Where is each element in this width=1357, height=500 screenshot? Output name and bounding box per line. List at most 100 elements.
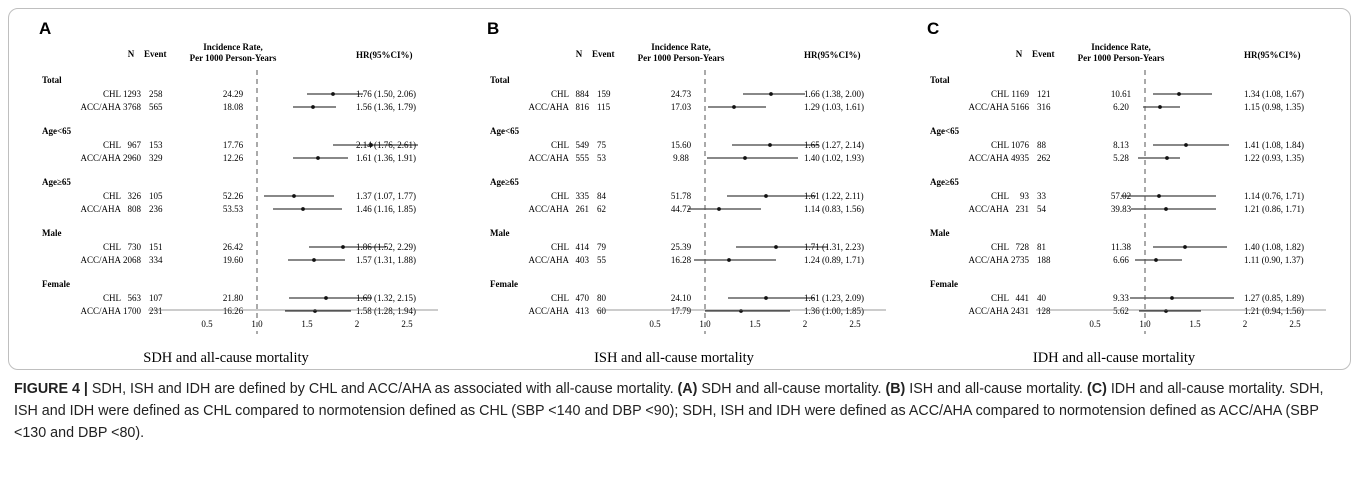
panel-a-hr-point [316, 156, 320, 160]
panel-b-row-hr-text: 1.40 (1.02, 1.93) [804, 153, 864, 163]
panel-c-tick-label: 1.5 [1189, 319, 1201, 329]
panel-c-hr-point [1177, 92, 1181, 96]
panel-a-subtitle: SDH and all-cause mortality [143, 350, 309, 366]
panel-b-tick-label: 2 [803, 319, 808, 329]
panel-b-group-label: Age≥65 [490, 177, 519, 187]
panel-b-letter: B [487, 19, 499, 38]
caption-text-c: IDH and all-cause mortality. SDH, ISH an… [14, 381, 1324, 441]
panel-c-row-n: 441 [1016, 293, 1030, 303]
panel-a-hr-point [312, 258, 316, 262]
panel-b-row-event: 80 [597, 293, 607, 303]
panel-b-row-definition: ACC/AHA [528, 255, 569, 265]
caption-text-intro: SDH, ISH and IDH are defined by CHL and … [87, 381, 678, 397]
panel-c-row-event: 188 [1037, 255, 1051, 265]
panel-a-row-rate: 26.42 [223, 242, 243, 252]
panel-b-row-event: 55 [597, 255, 607, 265]
panel-c-row-n: 93 [1020, 191, 1030, 201]
forest-plots: A N Event Incidence Rate, Per 1000 Person-Ye… [8, 8, 1349, 368]
panel-c-hr-point [1157, 194, 1161, 198]
panel-a-row-hr-text: 1.69 (1.32, 2.15) [356, 293, 416, 303]
panel-b-row-definition: ACC/AHA [528, 153, 569, 163]
panel-c-row-event: 88 [1037, 140, 1047, 150]
panel-b-row-rate: 51.78 [671, 191, 692, 201]
panel-c-row-event: 316 [1037, 102, 1051, 112]
panel-c-row-definition: ACC/AHA [968, 153, 1009, 163]
panel-c-row-rate: 11.38 [1111, 242, 1131, 252]
panel-a-header-rate-line2: Per 1000 Person-Years [190, 53, 277, 63]
panel-a-row-event: 153 [149, 140, 163, 150]
panel-b-row-rate: 17.03 [671, 102, 692, 112]
panel-b-row-rate: 16.28 [671, 255, 692, 265]
panel-c-row-hr-text: 1.27 (0.85, 1.89) [1244, 293, 1304, 303]
panel-a-row-definition: ACC/AHA [80, 153, 121, 163]
panel-b-row-event: 115 [597, 102, 611, 112]
panel-b-tick-label: 1.5 [749, 319, 761, 329]
panel-b-row-definition: ACC/AHA [528, 204, 569, 214]
panel-b-group-label: Female [490, 279, 518, 289]
panel-a-hr-point [301, 207, 305, 211]
panel-c-header-event: Event [1032, 49, 1055, 59]
panel-a-row-event: 334 [149, 255, 163, 265]
panel-a-row-n: 730 [128, 242, 142, 252]
panel-b-hr-point [764, 194, 768, 198]
panel-b-row-definition: CHL [551, 293, 569, 303]
panel-c-row-hr-text: 1.34 (1.08, 1.67) [1244, 89, 1304, 99]
panel-c-row-definition: CHL [991, 191, 1009, 201]
panel-b-row-definition: ACC/AHA [528, 306, 569, 316]
panel-a-hr-point [341, 245, 345, 249]
panel-b-hr-point [732, 105, 736, 109]
panel-a-row-rate: 16.26 [223, 306, 244, 316]
caption-figure-label: FIGURE 4 | [14, 381, 88, 397]
panel-b-row-event: 53 [597, 153, 607, 163]
panel-b-hr-point [743, 156, 747, 160]
panel-b-hr-point [764, 296, 768, 300]
panel-a-group-label: Male [42, 228, 62, 238]
panel-c-row-hr-text: 1.40 (1.08, 1.82) [1244, 242, 1304, 252]
panel-a-row-rate: 18.08 [223, 102, 244, 112]
panel-c-row-rate: 5.28 [1113, 153, 1129, 163]
panel-c-tick-label: 2.5 [1289, 319, 1301, 329]
panel-a-row-definition: ACC/AHA [80, 306, 121, 316]
panel-a-header-n: N [128, 49, 135, 59]
panel-a-letter: A [39, 19, 51, 38]
panel-b-row-event: 75 [597, 140, 607, 150]
panel-a-row-n: 1293 [123, 89, 142, 99]
panel-a-row-rate: 19.60 [223, 255, 244, 265]
panel-b-row-hr-text: 1.36 (1.00, 1.85) [804, 306, 864, 316]
panel-c-row-n: 2735 [1011, 255, 1030, 265]
panel-c-row-definition: ACC/AHA [968, 204, 1009, 214]
panel-a-row-rate: 52.26 [223, 191, 244, 201]
panel-b-tick-label: 2.5 [849, 319, 861, 329]
panel-a-row-rate: 12.26 [223, 153, 244, 163]
forest-plot-a: A N Event Incidence Rate,Per 1000 Person-Ye… [39, 19, 438, 366]
panel-c-row-n: 728 [1016, 242, 1030, 252]
caption-label-c: (C) [1087, 381, 1107, 397]
panel-a-row-hr-text: 1.46 (1.16, 1.85) [356, 204, 416, 214]
panel-b-row-n: 884 [576, 89, 590, 99]
panel-b-row-n: 335 [576, 191, 590, 201]
panel-c-row-hr-text: 1.41 (1.08, 1.84) [1244, 140, 1304, 150]
panel-a-row-n: 967 [128, 140, 142, 150]
panel-b-row-event: 79 [597, 242, 607, 252]
panel-b-group-label: Age<65 [490, 126, 520, 136]
panel-c-row-definition: ACC/AHA [968, 102, 1009, 112]
panel-a-row-hr-text: 1.57 (1.31, 1.88) [356, 255, 416, 265]
panel-b-row-n: 403 [576, 255, 590, 265]
panel-c-hr-point [1184, 143, 1188, 147]
panel-b-row-rate: 15.60 [671, 140, 692, 150]
panel-c-row-rate: 10.61 [1111, 89, 1131, 99]
panel-a-group-label: Female [42, 279, 70, 289]
panel-c-row-hr-text: 1.11 (0.90, 1.37) [1244, 255, 1304, 265]
panel-b-hr-point [727, 258, 731, 262]
panel-a-hr-point [311, 105, 315, 109]
panel-a-row-n: 2068 [123, 255, 142, 265]
panel-c-header-hr: HR(95%CI%) [1244, 50, 1301, 60]
panel-b-row-n: 261 [576, 204, 590, 214]
panel-b-hr-point [774, 245, 778, 249]
panel-c-row-hr-text: 1.22 (0.93, 1.35) [1244, 153, 1304, 163]
panel-b-group-label: Total [490, 75, 510, 85]
panel-c-subtitle: IDH and all-cause mortality [1033, 350, 1196, 366]
panel-b-header-hr: HR(95%CI%) [804, 50, 861, 60]
panel-a-row-n: 2960 [123, 153, 142, 163]
caption-text-b: ISH and all-cause mortality. [905, 381, 1087, 397]
